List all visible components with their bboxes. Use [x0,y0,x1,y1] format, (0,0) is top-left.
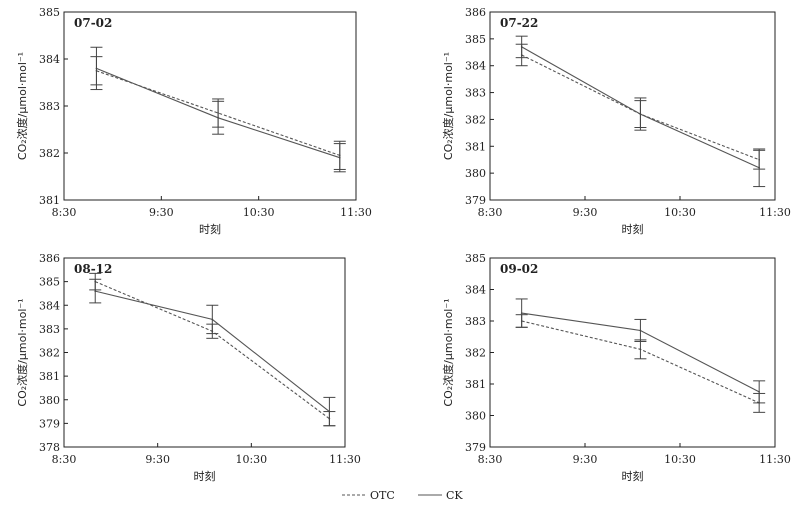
data-point-CK [94,290,97,292]
panel-07-02: 381 382 383 384 385 8:30 9:30 10:30 11:30 07-02 时刻… [15,6,372,236]
series-CK [89,278,336,427]
data-point-CK [328,410,331,413]
y-tick-label: 380 [39,394,60,407]
data-point-CK [217,116,219,119]
x-tick-label: 10:30 [664,453,696,466]
x-tick-label: 8:30 [52,453,77,466]
y-tick-label: 381 [39,194,60,207]
x-tick-label: 11:30 [759,453,791,466]
x-tick-label: 9:30 [149,206,174,219]
panel-title: 08-12 [74,262,112,276]
data-point-CK [758,391,760,393]
legend-ck-label: CK [446,489,463,502]
series-OTC [89,272,336,427]
data-point-CK [758,166,760,169]
y-tick-label: 382 [39,147,60,160]
y-tick-label: 383 [39,323,60,336]
panel-title: 07-02 [74,16,112,30]
y-tick-label: 385 [465,252,486,265]
x-tick-label: 9:30 [573,206,598,219]
x-axis-label: 时刻 [199,222,221,236]
y-tick-label: 381 [465,140,486,153]
panels: 381 382 383 384 385 8:30 9:30 10:30 11:30 07-02 时刻… [15,6,791,483]
x-axis-label: 时刻 [622,222,644,236]
y-tick-label: 382 [465,347,486,360]
y-tick-label: 381 [465,378,486,391]
y-tick-label: 386 [39,252,60,265]
plot-frame [489,257,776,448]
y-tick-label: 383 [465,87,486,100]
x-tick-label: 10:30 [243,206,275,219]
y-tick-label: 384 [39,53,60,66]
panel-09-02: 379 380 381 382 383 384 385 8:30 9:30 10:30 11:30 0… [441,252,791,483]
y-tick-label: 385 [465,33,486,46]
x-tick-label: 8:30 [478,206,503,219]
plot-frame [489,11,776,201]
x-tick-label: 11:30 [340,206,372,219]
y-tick-label: 385 [39,6,60,19]
legend: OTC CK [342,489,463,502]
series-CK [515,298,766,404]
y-tick-label: 383 [39,100,60,113]
x-tick-label: 8:30 [52,206,77,219]
y-tick-label: 380 [465,167,486,180]
data-point-CK [95,67,98,70]
panel-08-12: 378 379 380 381 382 383 384 385 386 8:30 9:30 10:30… [15,252,361,483]
y-tick-label: 386 [465,6,486,19]
x-tick-label: 11:30 [759,206,791,219]
y-tick-label: 384 [39,299,60,312]
x-axis-label: 时刻 [194,469,216,483]
y-tick-label: 383 [465,315,486,328]
series-CK [90,46,346,173]
y-tick-label: 382 [465,113,486,126]
legend-otc-label: OTC [370,489,395,502]
y-tick-label: 378 [39,441,60,454]
data-point-CK [520,46,523,48]
data-point-CK [520,312,523,314]
y-tick-label: 380 [465,410,486,423]
y-tick-label: 379 [465,194,486,207]
y-tick-label: 379 [39,417,60,430]
x-tick-label: 9:30 [573,453,598,466]
y-tick-label: 385 [39,276,60,289]
y-tick-label: 384 [465,60,486,73]
y-tick-label: 379 [465,441,486,454]
data-point-CK [639,329,642,332]
x-tick-label: 8:30 [478,453,503,466]
data-point-CK [211,318,214,321]
y-axis-label: CO₂浓度/μmol·mol⁻¹ [15,298,29,406]
x-tick-label: 10:30 [664,206,696,219]
x-tick-label: 9:30 [145,453,170,466]
x-axis-label: 时刻 [622,469,644,483]
x-tick-label: 11:30 [329,453,361,466]
x-tick-label: 10:30 [235,453,267,466]
y-axis-label: CO₂浓度/μmol·mol⁻¹ [441,298,455,406]
data-point-OTC [639,348,642,351]
panel-title: 09-02 [500,262,538,276]
panel-07-22: 379 380 381 382 383 384 385 386 8:30 9:30 10:30 11:… [441,6,791,236]
y-axis-label: CO₂浓度/μmol·mol⁻¹ [441,52,455,160]
y-tick-label: 382 [39,347,60,360]
series-line-OTC [94,281,330,420]
data-point-CK [338,156,341,159]
y-tick-label: 384 [465,284,486,297]
plot-frame [63,11,357,201]
series-CK [515,35,766,188]
y-axis-label: CO₂浓度/μmol·mol⁻¹ [15,52,29,160]
panel-title: 07-22 [500,16,538,30]
data-point-CK [639,113,642,115]
y-tick-label: 381 [39,370,60,383]
